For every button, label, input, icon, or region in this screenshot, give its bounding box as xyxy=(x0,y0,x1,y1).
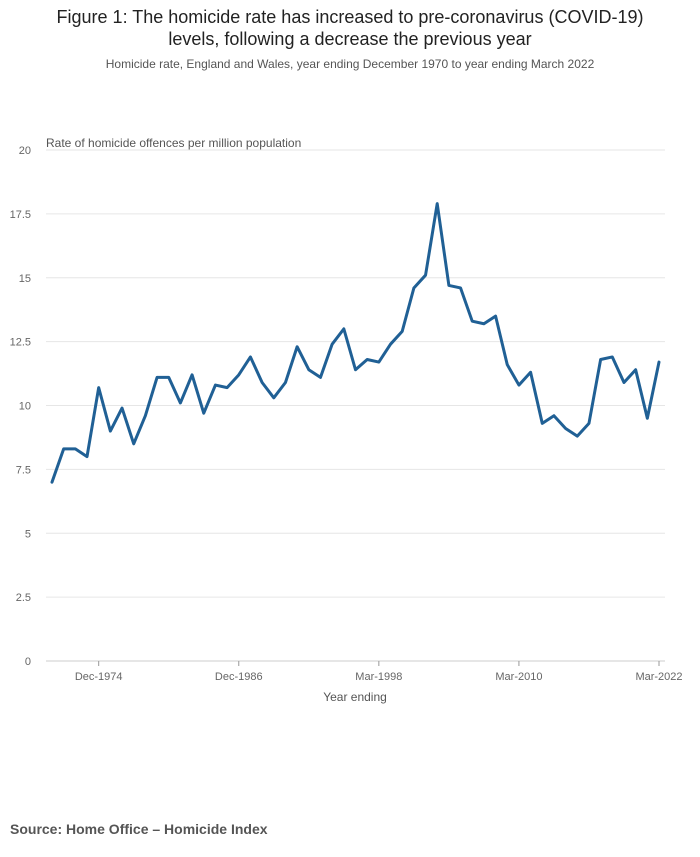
data-point xyxy=(307,368,311,372)
data-point xyxy=(482,322,486,326)
data-point xyxy=(529,370,533,374)
data-point xyxy=(62,447,66,451)
data-point xyxy=(470,319,474,323)
x-tick-label: Dec-1974 xyxy=(75,671,123,683)
y-axis-label: Rate of homicide offences per million po… xyxy=(46,136,301,150)
data-point xyxy=(634,368,638,372)
data-point xyxy=(97,386,101,390)
data-point xyxy=(295,345,299,349)
data-point xyxy=(108,429,112,433)
data-point xyxy=(599,358,603,362)
data-point xyxy=(622,381,626,385)
x-tick-label: Mar-2010 xyxy=(495,671,542,683)
data-point xyxy=(575,434,579,438)
data-point xyxy=(517,383,521,387)
data-point xyxy=(505,363,509,367)
data-point xyxy=(143,414,147,418)
data-point xyxy=(459,286,463,290)
source-note: Source: Home Office – Homicide Index xyxy=(10,821,268,837)
data-point xyxy=(120,406,124,410)
data-point xyxy=(447,283,451,287)
y-tick-label: 15 xyxy=(19,273,31,285)
data-point xyxy=(50,480,54,484)
data-point xyxy=(318,375,322,379)
chart-subtitle: Homicide rate, England and Wales, year e… xyxy=(105,57,595,71)
data-point xyxy=(400,329,404,333)
data-point xyxy=(85,455,89,459)
chart-title-line-2: levels, following a decrease the previou… xyxy=(168,29,532,49)
data-point xyxy=(610,355,614,359)
data-point xyxy=(225,386,229,390)
data-point xyxy=(412,286,416,290)
data-point xyxy=(190,373,194,377)
data-point xyxy=(213,383,217,387)
data-point xyxy=(424,273,428,277)
x-tick-label: Mar-1998 xyxy=(355,671,402,683)
data-point xyxy=(260,381,264,385)
y-tick-label: 5 xyxy=(25,528,31,540)
data-point xyxy=(237,373,241,377)
data-point xyxy=(389,342,393,346)
data-point xyxy=(540,421,544,425)
source-prefix: Source: xyxy=(10,821,67,837)
data-point xyxy=(645,416,649,420)
data-point xyxy=(552,414,556,418)
data-point xyxy=(354,368,358,372)
y-tick-label: 20 xyxy=(19,145,31,157)
data-point xyxy=(248,355,252,359)
x-tick-label: Mar-2022 xyxy=(635,671,682,683)
y-tick-label: 12.5 xyxy=(10,337,31,349)
series-line-homicide-rate xyxy=(50,202,661,484)
y-tick-label: 7.5 xyxy=(16,464,31,476)
data-point xyxy=(377,360,381,364)
chart-title: Figure 1: The homicide rate has increase… xyxy=(0,6,700,50)
chart-title-line-1: Figure 1: The homicide rate has increase… xyxy=(56,7,644,27)
source-name: Home Office – Homicide Index xyxy=(66,821,268,837)
data-point xyxy=(365,358,369,362)
x-axis-ticks: Dec-1974 Dec-1986 Mar-1998 Mar-2010 Mar-2022 xyxy=(75,661,683,683)
y-tick-label: 17.5 xyxy=(10,209,31,221)
data-point xyxy=(167,375,171,379)
data-point xyxy=(330,342,334,346)
data-point xyxy=(494,314,498,318)
data-point xyxy=(132,442,136,446)
data-point xyxy=(155,375,159,379)
data-points xyxy=(50,202,661,484)
x-tick-label: Dec-1986 xyxy=(215,671,263,683)
y-axis-ticks: 0 2.5 5 7.5 10 12.5 15 17.5 20 xyxy=(10,145,31,668)
data-point xyxy=(342,327,346,331)
data-point xyxy=(564,426,568,430)
data-point xyxy=(657,360,661,364)
data-point xyxy=(73,447,77,451)
x-axis-label: Year ending xyxy=(323,690,387,704)
y-tick-label: 0 xyxy=(25,656,31,668)
gridlines xyxy=(46,149,665,662)
y-tick-label: 10 xyxy=(19,401,31,413)
y-tick-label: 2.5 xyxy=(16,592,31,604)
data-point xyxy=(202,411,206,415)
data-point xyxy=(272,396,276,400)
data-point xyxy=(435,202,439,206)
data-point xyxy=(178,401,182,405)
data-point xyxy=(283,381,287,385)
data-point xyxy=(587,421,591,425)
